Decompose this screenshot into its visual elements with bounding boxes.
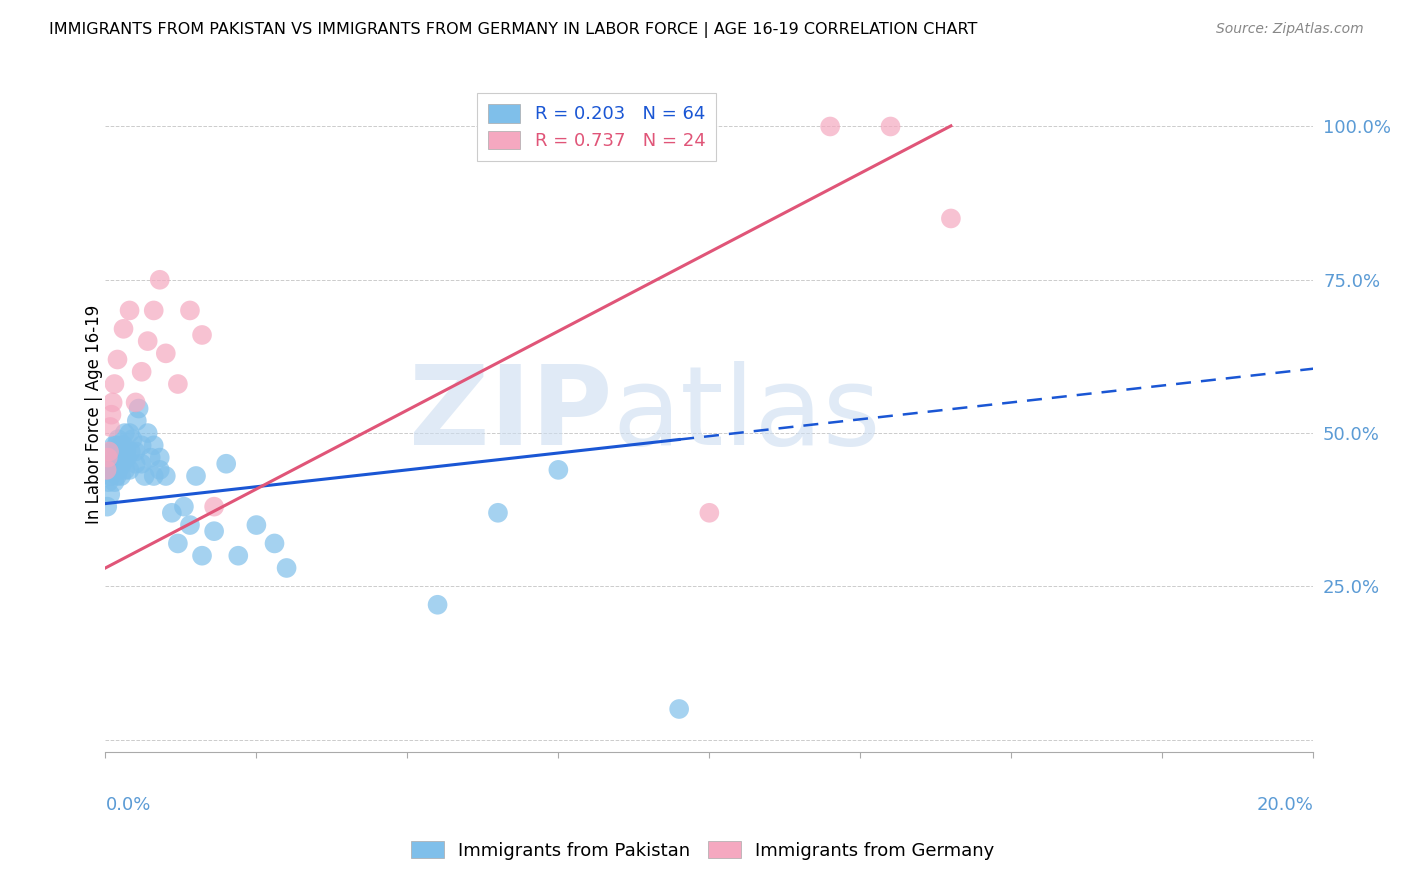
Point [149,450,172,465]
Point [115,450,138,465]
Point [131,438,153,452]
Point [112,450,135,465]
Point [111,457,134,471]
Point [149,273,172,287]
Point [97,475,120,489]
Y-axis label: In Labor Force | Age 16-19: In Labor Force | Age 16-19 [86,305,103,524]
Text: 0.0%: 0.0% [105,796,150,814]
Point [179,518,201,533]
Point [167,536,190,550]
Point [100,469,122,483]
Text: atlas: atlas [613,361,882,468]
Point [96,500,118,514]
Point [142,438,165,452]
Point [184,469,207,483]
Point [160,506,183,520]
Point [202,500,225,514]
Point [124,457,146,471]
Point [191,549,214,563]
Point [107,463,129,477]
Point [107,444,129,458]
Point [100,408,122,422]
Point [100,444,122,458]
Point [111,444,134,458]
Point [101,463,124,477]
Point [142,469,165,483]
Point [121,432,143,446]
Point [245,518,267,533]
Point [105,469,128,483]
Point [202,524,225,538]
Point [131,365,153,379]
Point [103,450,125,465]
Point [179,303,201,318]
Point [136,426,159,441]
Point [105,438,128,452]
Point [226,549,249,563]
Point [98,463,121,477]
Point [104,450,127,465]
Point [139,450,162,465]
Point [939,211,962,226]
Point [103,475,125,489]
Point [118,463,141,477]
Point [103,377,125,392]
Point [115,444,138,458]
Point [668,702,690,716]
Point [108,450,131,465]
Point [118,426,141,441]
Text: Source: ZipAtlas.com: Source: ZipAtlas.com [1216,22,1364,37]
Point [167,377,190,392]
Point [124,444,146,458]
Point [110,469,132,483]
Point [98,444,121,458]
Point [486,506,509,520]
Point [114,426,136,441]
Point [547,463,569,477]
Point [134,469,156,483]
Point [101,395,124,409]
Point [142,303,165,318]
Point [107,432,129,446]
Point [107,352,129,367]
Legend: Immigrants from Pakistan, Immigrants from Germany: Immigrants from Pakistan, Immigrants fro… [404,834,1002,867]
Point [276,561,298,575]
Point [112,438,135,452]
Point [103,438,125,452]
Point [96,463,118,477]
Point [114,463,136,477]
Point [97,450,120,465]
Point [155,469,177,483]
Point [215,457,238,471]
Point [131,457,153,471]
Legend: R = 0.203   N = 64, R = 0.737   N = 24: R = 0.203 N = 64, R = 0.737 N = 24 [477,93,716,161]
Point [191,328,214,343]
Point [100,457,122,471]
Point [699,506,721,520]
Point [118,303,141,318]
Point [426,598,449,612]
Point [98,420,121,434]
Point [128,401,150,416]
Point [155,346,177,360]
Point [107,457,129,471]
Point [149,463,172,477]
Point [124,395,146,409]
Text: IMMIGRANTS FROM PAKISTAN VS IMMIGRANTS FROM GERMANY IN LABOR FORCE | AGE 16-19 C: IMMIGRANTS FROM PAKISTAN VS IMMIGRANTS F… [49,22,977,38]
Text: 20.0%: 20.0% [1257,796,1313,814]
Point [136,334,159,348]
Point [110,438,132,452]
Point [173,500,195,514]
Text: ZIP: ZIP [409,361,613,468]
Point [263,536,285,550]
Point [112,322,135,336]
Point [104,463,127,477]
Point [818,120,841,134]
Point [120,444,142,458]
Point [879,120,901,134]
Point [98,487,121,501]
Point [125,414,148,428]
